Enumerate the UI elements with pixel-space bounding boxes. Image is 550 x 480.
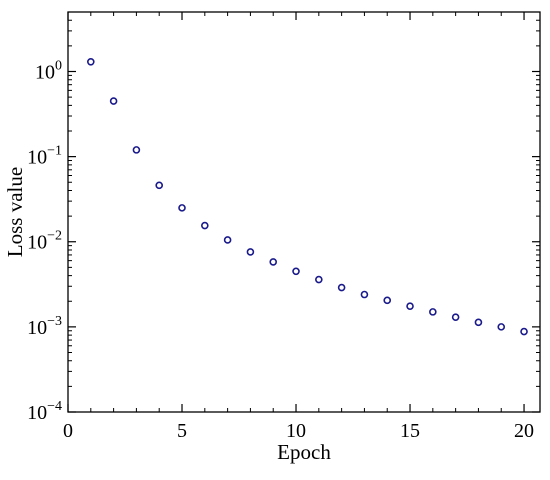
x-tick-labels: 0 5 10 15 20 [63, 420, 534, 442]
data-point [520, 327, 528, 336]
x-tick-label: 20 [514, 420, 534, 442]
data-point [132, 146, 141, 154]
data-points [87, 58, 528, 336]
data-point [406, 302, 414, 310]
data-point [292, 267, 300, 276]
data-point [337, 283, 346, 292]
data-point [360, 290, 369, 299]
data-point [87, 58, 95, 66]
data-point [269, 258, 278, 266]
data-point [429, 308, 437, 316]
y-tick-label: 10−1 [27, 144, 62, 169]
y-tick-label: 100 [35, 58, 62, 83]
data-point [201, 221, 209, 230]
plot-background [68, 12, 540, 412]
data-point [383, 296, 392, 305]
x-tick-label: 5 [177, 420, 187, 442]
y-tick-label: 10−3 [27, 314, 62, 339]
x-tick-label: 0 [63, 420, 73, 442]
data-point [223, 236, 232, 244]
plot-frame [67, 11, 541, 413]
data-point [155, 181, 164, 190]
data-point [474, 318, 483, 327]
x-tick-label: 10 [286, 420, 306, 442]
data-point [178, 204, 186, 212]
y-tick-label: 10−2 [27, 229, 62, 254]
x-axis-title: Epoch [277, 440, 331, 464]
y-axis-title: Loss value [3, 167, 27, 257]
y-tick-labels: 100 10−1 10−2 10−3 10−4 [27, 58, 62, 424]
y-tick-label: 10−4 [27, 399, 62, 424]
x-tick-label: 15 [400, 420, 420, 442]
data-point [315, 275, 323, 284]
data-point [109, 97, 118, 105]
data-point [246, 248, 255, 256]
data-point [451, 313, 460, 321]
data-point [497, 323, 506, 331]
